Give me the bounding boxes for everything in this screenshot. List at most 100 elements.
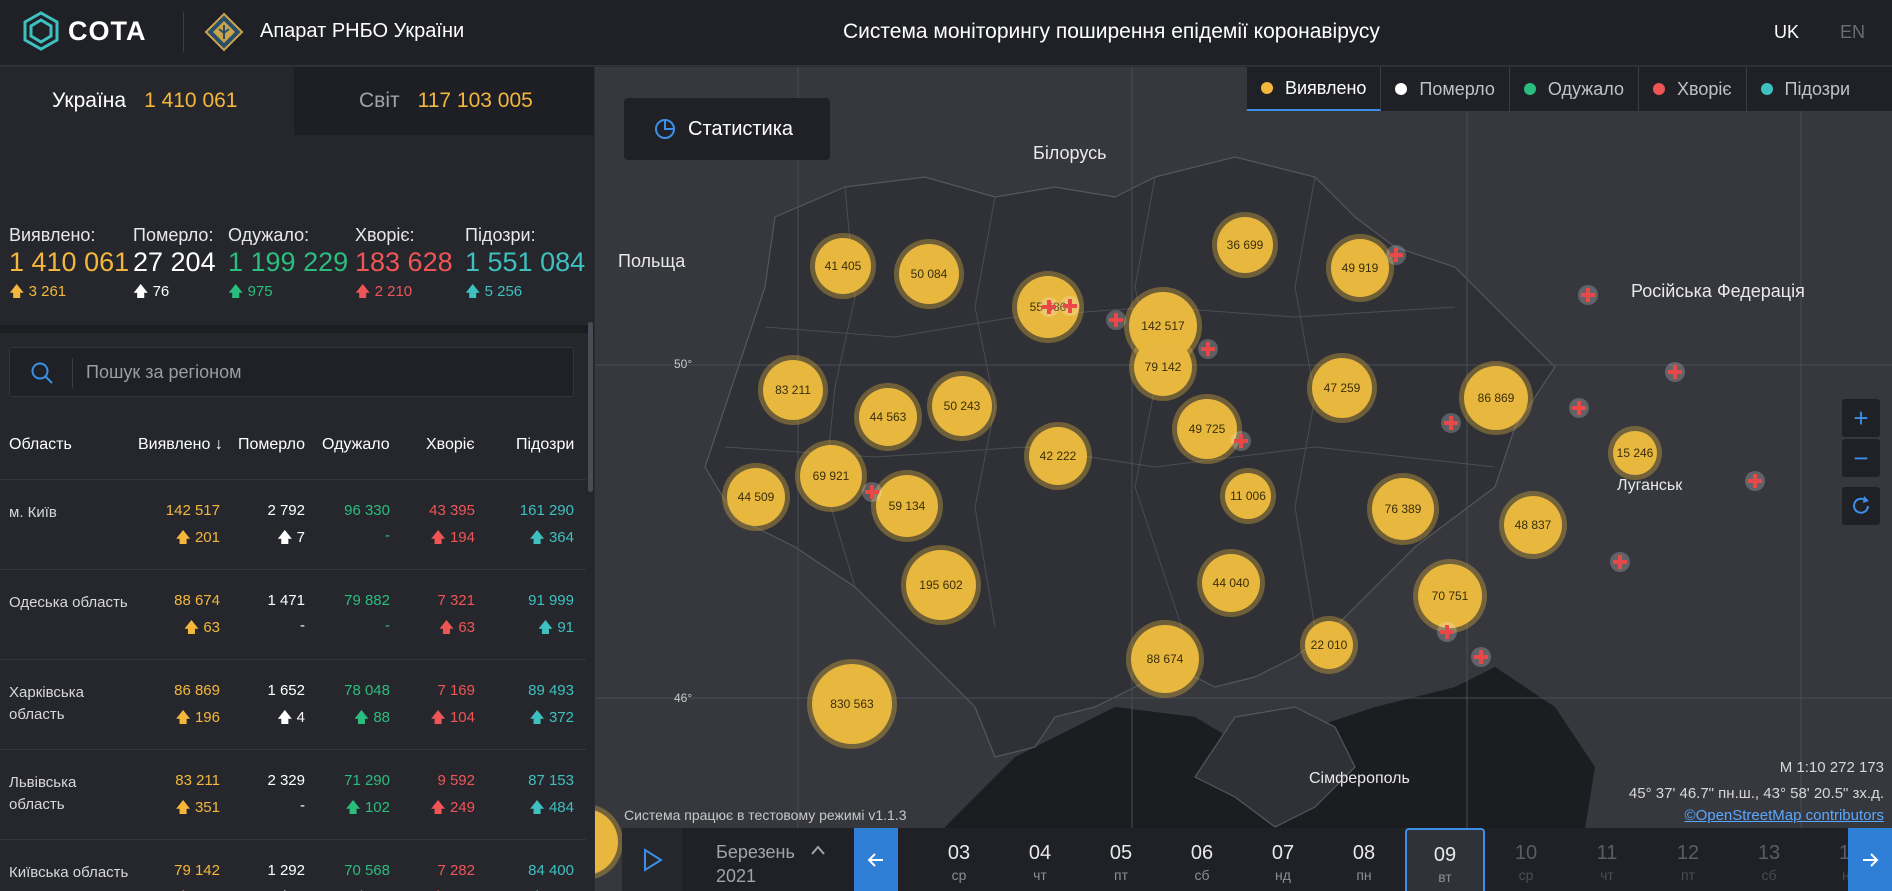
- search-input[interactable]: [86, 348, 556, 396]
- hospital-marker-icon[interactable]: [1437, 622, 1457, 642]
- next-day-button[interactable]: [1848, 828, 1892, 891]
- prev-day-button[interactable]: [854, 828, 898, 891]
- legend-recovered[interactable]: Одужало: [1510, 67, 1639, 111]
- region-name: Харківська область: [9, 684, 84, 723]
- region-cluster[interactable]: 69 921: [800, 445, 862, 507]
- map-area[interactable]: Білорусь Польща Російська Федерація Луга…: [595, 67, 1892, 891]
- region-cluster[interactable]: 44 040: [1202, 554, 1260, 612]
- region-cluster[interactable]: 195 602: [906, 550, 976, 620]
- region-cluster[interactable]: 49 725: [1177, 399, 1237, 459]
- hospital-marker-icon[interactable]: [1386, 245, 1406, 265]
- hospital-marker-icon[interactable]: [1441, 413, 1461, 433]
- hospital-marker-icon[interactable]: [1569, 398, 1589, 418]
- header-died[interactable]: Померло: [238, 436, 306, 453]
- header-sick[interactable]: Хворіє: [426, 436, 475, 453]
- day-10[interactable]: 10 ср: [1486, 828, 1566, 891]
- header-region[interactable]: Область: [9, 436, 72, 453]
- hospital-marker-icon[interactable]: [1039, 297, 1059, 317]
- cota-logo[interactable]: COTA: [22, 11, 147, 51]
- tab-ukraine[interactable]: Україна 1 410 061: [0, 67, 294, 135]
- header-suspected[interactable]: Підозри: [516, 436, 575, 453]
- lang-en-button[interactable]: EN: [1840, 22, 1866, 42]
- region-cluster[interactable]: 42 222: [1029, 427, 1087, 485]
- day-09[interactable]: 09 вт: [1405, 828, 1485, 891]
- day-03[interactable]: 03 ср: [919, 828, 999, 891]
- table-row[interactable]: Київська область 79 142 🡅 162 1 292 🡅 1 70 56…: [0, 839, 586, 891]
- region-cluster[interactable]: 86 869: [1464, 366, 1528, 430]
- cell-died-delta: 🡅 4: [277, 709, 305, 726]
- table-row[interactable]: Одеська область 88 674 🡅 63 1 471 - 79 882 - 7 …: [0, 569, 586, 659]
- region-cluster[interactable]: 50 084: [899, 244, 959, 304]
- header-detected[interactable]: Виявлено ↓: [138, 436, 223, 453]
- region-cluster[interactable]: 48: [595, 809, 618, 875]
- region-cluster[interactable]: 59 134: [876, 475, 938, 537]
- day-13[interactable]: 13 сб: [1729, 828, 1809, 891]
- lang-uk-button[interactable]: UK: [1774, 22, 1800, 42]
- region-cluster[interactable]: 44 509: [727, 468, 785, 526]
- region-cluster[interactable]: 830 563: [812, 664, 892, 744]
- play-button[interactable]: [622, 828, 682, 891]
- play-icon: [644, 847, 663, 872]
- day-11[interactable]: 11 чт: [1567, 828, 1647, 891]
- hospital-marker-icon[interactable]: [1060, 296, 1080, 316]
- legend-died[interactable]: Померло: [1381, 67, 1510, 111]
- region-cluster[interactable]: 11 006: [1225, 473, 1271, 519]
- hospital-marker-icon[interactable]: [1471, 647, 1491, 667]
- table-row[interactable]: Харківська область 86 869 🡅 196 1 652 🡅 4 78 …: [0, 659, 586, 749]
- arrow-up-icon: 🡅: [529, 889, 549, 891]
- zoom-out-button[interactable]: −: [1842, 439, 1880, 477]
- table-row[interactable]: м. Київ 142 517 🡅 201 2 792 🡅 7 96 330 - 43 395…: [0, 479, 586, 569]
- cell-sick-delta: 🡅 194: [430, 529, 475, 546]
- chevron-up-icon[interactable]: [810, 844, 826, 856]
- rnbo-emblem-icon: [204, 12, 244, 52]
- map-coordinates: 45° 37' 46.7" пн.ш., 43° 58' 20.5" зх.д.: [1628, 785, 1884, 802]
- cell-sick: 9 592: [437, 772, 475, 789]
- day-05[interactable]: 05 пт: [1081, 828, 1161, 891]
- region-cluster[interactable]: 76 389: [1372, 478, 1434, 540]
- hospital-marker-icon[interactable]: [1610, 552, 1630, 572]
- search-icon[interactable]: [30, 361, 54, 385]
- region-cluster[interactable]: 50 243: [932, 376, 992, 436]
- hospital-marker-icon[interactable]: [1578, 285, 1598, 305]
- cell-died: 1 471: [267, 592, 305, 609]
- region-cluster[interactable]: 49 919: [1331, 239, 1389, 297]
- osm-attribution-link[interactable]: ©OpenStreetMap contributors: [1684, 807, 1884, 824]
- legend-detected[interactable]: Виявлено: [1247, 67, 1382, 111]
- day-04[interactable]: 04 чт: [1000, 828, 1080, 891]
- legend-suspected[interactable]: Підозри: [1747, 67, 1865, 111]
- statistics-button[interactable]: Статистика: [624, 98, 830, 160]
- region-cluster[interactable]: 22 010: [1305, 621, 1353, 669]
- hospital-marker-icon[interactable]: [1665, 362, 1685, 382]
- region-cluster[interactable]: 36 699: [1217, 217, 1273, 273]
- region-cluster[interactable]: 47 259: [1312, 358, 1372, 418]
- tab-world[interactable]: Світ 117 103 005: [294, 67, 594, 135]
- hospital-marker-icon[interactable]: [862, 482, 882, 502]
- reset-view-button[interactable]: [1842, 487, 1880, 525]
- month-selector[interactable]: Березень 2021: [716, 840, 795, 888]
- day-06[interactable]: 06 сб: [1162, 828, 1242, 891]
- label-belarus: Білорусь: [1033, 143, 1107, 163]
- region-cluster[interactable]: 15 246: [1613, 431, 1657, 475]
- day-weekday: пн: [1356, 867, 1372, 883]
- cell-recovered: 78 048: [344, 682, 390, 699]
- legend-sick[interactable]: Хворіє: [1639, 67, 1747, 111]
- header-recovered[interactable]: Одужало: [322, 436, 390, 453]
- table-row[interactable]: Львівська область 83 211 🡅 351 2 329 - 71 290…: [0, 749, 586, 839]
- region-cluster[interactable]: 70 751: [1418, 564, 1482, 628]
- hospital-marker-icon[interactable]: [1231, 431, 1251, 451]
- region-cluster[interactable]: 48 837: [1504, 496, 1562, 554]
- day-12[interactable]: 12 пт: [1648, 828, 1728, 891]
- region-cluster[interactable]: 44 563: [859, 388, 917, 446]
- arrow-up-icon: 🡅: [277, 529, 297, 546]
- day-08[interactable]: 08 пн: [1324, 828, 1404, 891]
- day-07[interactable]: 07 нд: [1243, 828, 1323, 891]
- hospital-marker-icon[interactable]: [1106, 310, 1126, 330]
- sidebar-scrollbar[interactable]: [588, 322, 593, 492]
- region-cluster[interactable]: 83 211: [763, 360, 823, 420]
- hospital-marker-icon[interactable]: [1198, 339, 1218, 359]
- region-cluster[interactable]: 79 142: [1134, 338, 1192, 396]
- hospital-marker-icon[interactable]: [1745, 471, 1765, 491]
- region-cluster[interactable]: 88 674: [1131, 625, 1199, 693]
- zoom-in-button[interactable]: +: [1842, 399, 1880, 437]
- region-cluster[interactable]: 41 405: [815, 238, 871, 294]
